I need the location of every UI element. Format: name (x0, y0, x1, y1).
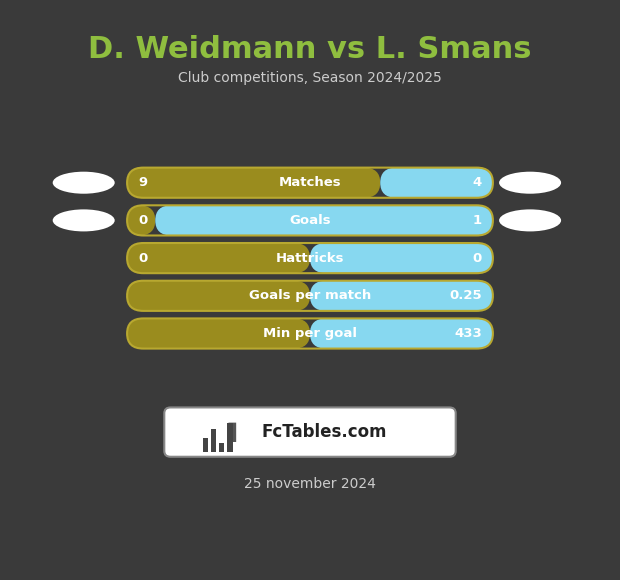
Text: Club competitions, Season 2024/2025: Club competitions, Season 2024/2025 (178, 71, 442, 85)
Text: FcTables.com: FcTables.com (262, 423, 388, 441)
Text: 0: 0 (138, 214, 148, 227)
Text: Goals per match: Goals per match (249, 289, 371, 302)
Text: Min per goal: Min per goal (263, 327, 357, 340)
FancyBboxPatch shape (127, 243, 310, 273)
Text: 25 november 2024: 25 november 2024 (244, 477, 376, 491)
FancyBboxPatch shape (127, 205, 155, 235)
FancyBboxPatch shape (211, 429, 216, 452)
Text: 4: 4 (472, 176, 482, 189)
Text: D. Weidmann vs L. Smans: D. Weidmann vs L. Smans (88, 35, 532, 64)
FancyBboxPatch shape (219, 443, 224, 452)
FancyBboxPatch shape (310, 318, 493, 349)
Text: 0: 0 (472, 252, 482, 264)
Text: 1: 1 (472, 214, 482, 227)
Text: 0: 0 (138, 252, 148, 264)
FancyBboxPatch shape (127, 168, 380, 198)
Text: Goals: Goals (289, 214, 331, 227)
FancyBboxPatch shape (127, 281, 310, 311)
FancyBboxPatch shape (310, 243, 493, 273)
Text: Matches: Matches (278, 176, 342, 189)
FancyBboxPatch shape (310, 281, 493, 311)
FancyBboxPatch shape (164, 407, 456, 457)
Text: 9: 9 (138, 176, 148, 189)
FancyBboxPatch shape (155, 205, 493, 235)
Text: Hattricks: Hattricks (276, 252, 344, 264)
FancyBboxPatch shape (380, 168, 493, 198)
FancyBboxPatch shape (127, 318, 310, 349)
Ellipse shape (499, 209, 561, 231)
Text: 433: 433 (454, 327, 482, 340)
FancyBboxPatch shape (203, 438, 208, 452)
Ellipse shape (53, 172, 115, 194)
Text: 0.25: 0.25 (449, 289, 482, 302)
Text: ▐: ▐ (221, 422, 236, 442)
Ellipse shape (499, 172, 561, 194)
Ellipse shape (53, 209, 115, 231)
FancyBboxPatch shape (227, 423, 232, 452)
